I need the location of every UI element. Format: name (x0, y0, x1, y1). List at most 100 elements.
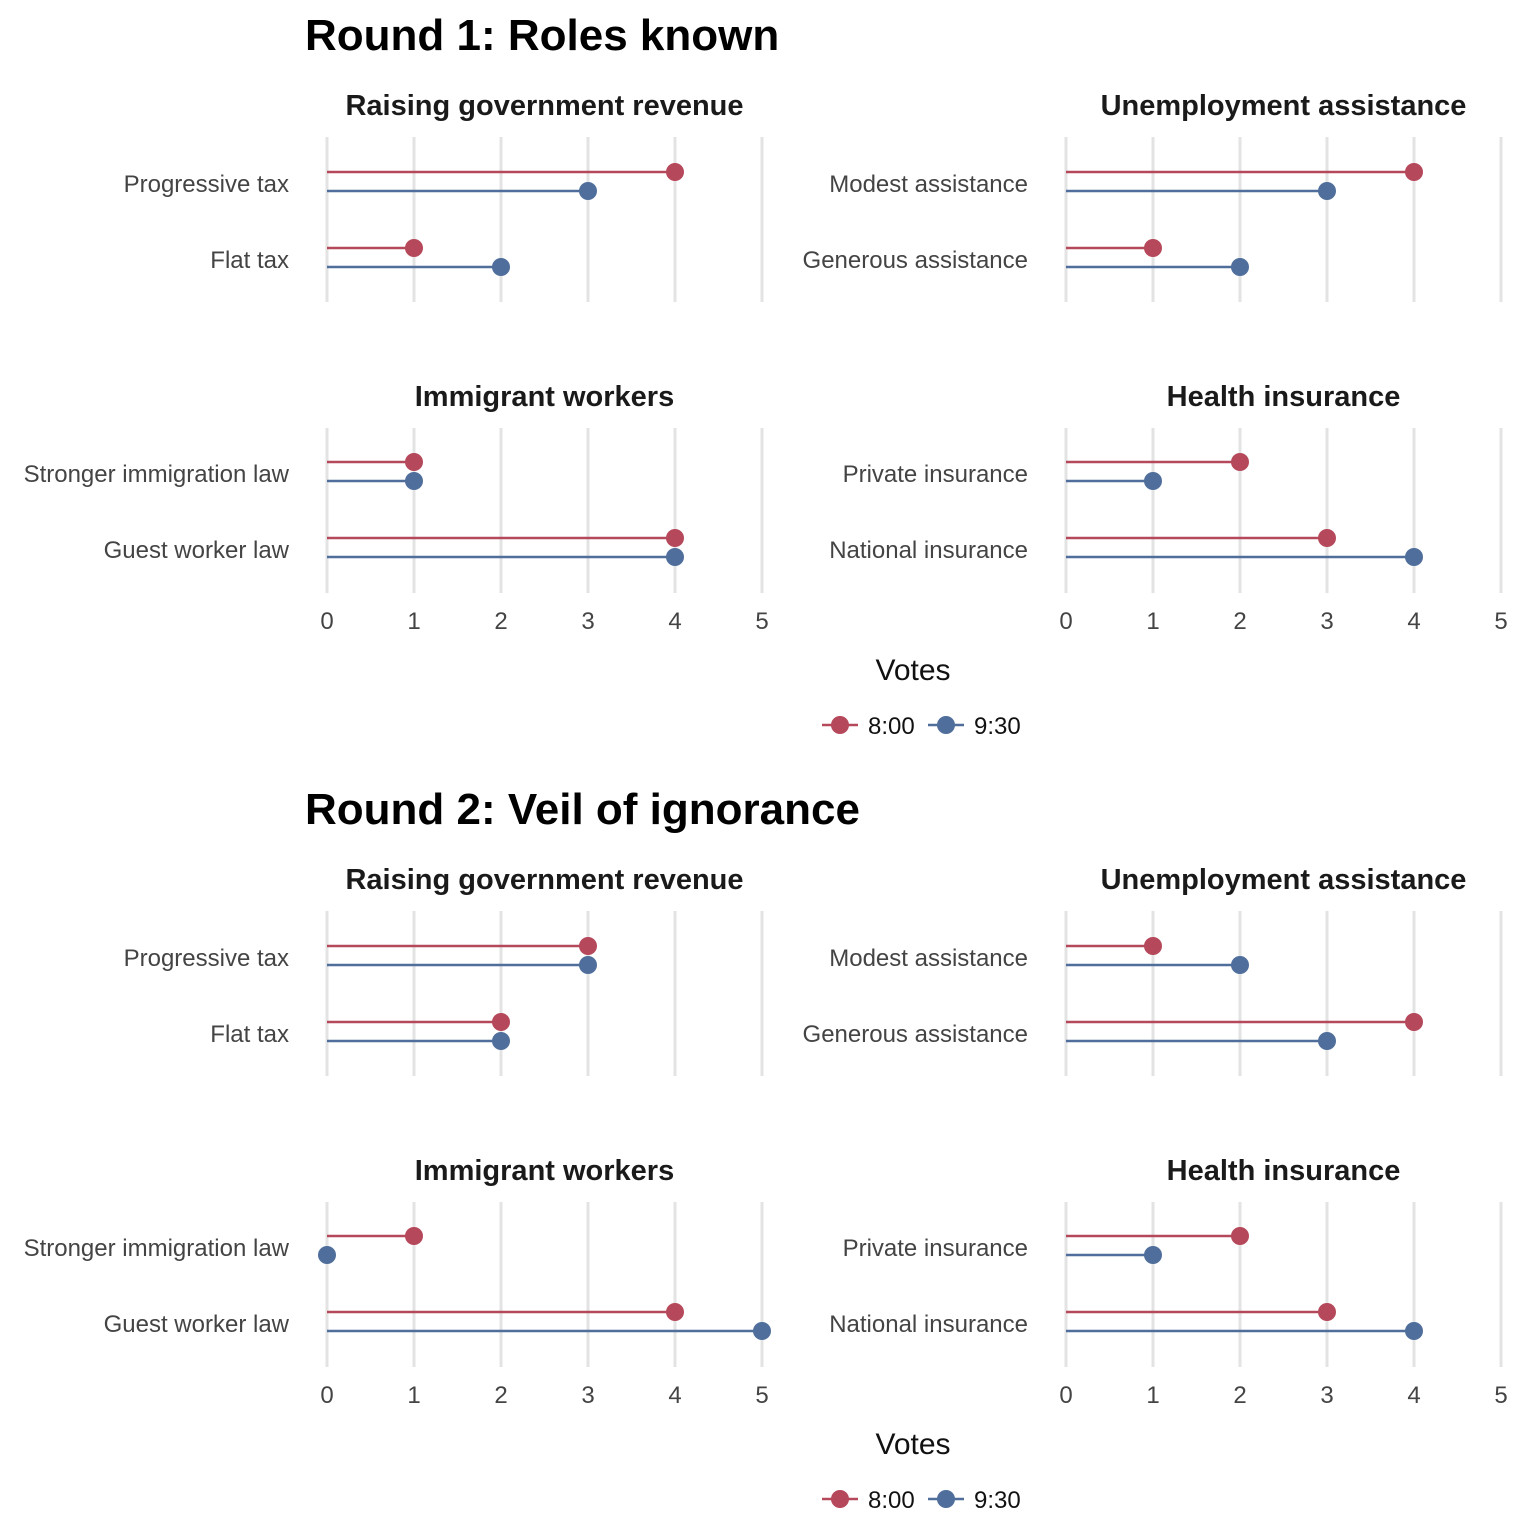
x-tick-label: 4 (668, 1382, 681, 1409)
facet-title: Raising government revenue (345, 864, 743, 896)
x-tick-label: 0 (1059, 608, 1072, 635)
x-tick-label: 0 (320, 1382, 333, 1409)
data-point (1318, 182, 1336, 200)
legend-label: 8:00 (868, 1487, 915, 1514)
legend-label: 9:30 (974, 1487, 1021, 1514)
legend-label: 9:30 (974, 713, 1021, 740)
data-point (492, 1013, 510, 1031)
category-label: Guest worker law (104, 1311, 290, 1338)
legend-label: 8:00 (868, 713, 915, 740)
x-tick-label: 1 (407, 608, 420, 635)
data-point (1405, 548, 1423, 566)
x-tick-label: 0 (320, 608, 333, 635)
facet-title: Health insurance (1167, 1155, 1401, 1187)
x-tick-label: 4 (1407, 608, 1420, 635)
category-label: Modest assistance (829, 171, 1028, 198)
data-point (666, 548, 684, 566)
facet-title: Immigrant workers (415, 1155, 674, 1187)
x-tick-label: 0 (1059, 1382, 1072, 1409)
data-point (492, 1032, 510, 1050)
data-point (1318, 1032, 1336, 1050)
round-title: Round 2: Veil of ignorance (305, 785, 860, 834)
facet-panel: Immigrant workers Stronger immigration la… (24, 1155, 771, 1409)
round-title: Round 1: Roles known (305, 11, 779, 60)
data-point (1144, 239, 1162, 257)
category-label: Private insurance (843, 1235, 1028, 1262)
data-point (1405, 163, 1423, 181)
x-tick-label: 4 (668, 608, 681, 635)
data-point (1144, 1246, 1162, 1264)
facet-panel: Health insurance Private insurance Nationa… (829, 1155, 1507, 1409)
x-tick-label: 3 (1320, 1382, 1333, 1409)
category-label: Generous assistance (803, 1021, 1028, 1048)
x-tick-label: 5 (755, 608, 768, 635)
x-tick-label: 5 (755, 1382, 768, 1409)
legend-key-point (937, 1490, 955, 1508)
data-point (1231, 453, 1249, 471)
x-tick-label: 4 (1407, 1382, 1420, 1409)
data-point (1318, 1303, 1336, 1321)
category-label: Progressive tax (124, 171, 289, 198)
facet-title: Unemployment assistance (1101, 864, 1467, 896)
x-axis-title: Votes (875, 654, 950, 687)
category-label: Flat tax (210, 247, 289, 274)
facet-panel: Unemployment assistance Modest assistance… (803, 864, 1503, 1076)
data-point (1405, 1322, 1423, 1340)
chart-round-2: Round 2: Veil of ignorance Raising govern… (24, 785, 1508, 1514)
facet-panel: Raising government revenue Progressive ta… (124, 90, 764, 302)
chart-round-1: Round 1: Roles known Raising government r… (24, 11, 1508, 740)
facet-panel: Unemployment assistance Modest assistance… (803, 90, 1503, 302)
data-point (1144, 937, 1162, 955)
data-point (405, 453, 423, 471)
category-label: National insurance (829, 1311, 1028, 1338)
data-point (405, 239, 423, 257)
data-point (405, 472, 423, 490)
data-point (1144, 472, 1162, 490)
data-point (666, 529, 684, 547)
facet-title: Immigrant workers (415, 381, 674, 413)
data-point (753, 1322, 771, 1340)
legend: 8:00 9:30 (822, 1487, 1021, 1514)
data-point (666, 1303, 684, 1321)
x-tick-label: 5 (1494, 608, 1507, 635)
data-point (492, 258, 510, 276)
x-tick-label: 1 (1146, 608, 1159, 635)
category-label: Generous assistance (803, 247, 1028, 274)
facet-title: Unemployment assistance (1101, 90, 1467, 122)
x-tick-label: 3 (581, 1382, 594, 1409)
facet-panel: Raising government revenue Progressive ta… (124, 864, 764, 1076)
legend-key-point (937, 716, 955, 734)
x-axis-title: Votes (875, 1428, 950, 1461)
x-tick-label: 3 (1320, 608, 1333, 635)
x-tick-label: 2 (494, 1382, 507, 1409)
x-tick-label: 2 (1233, 1382, 1246, 1409)
data-point (579, 956, 597, 974)
legend-key-point (831, 1490, 849, 1508)
data-point (318, 1246, 336, 1264)
x-tick-label: 2 (1233, 608, 1246, 635)
data-point (579, 937, 597, 955)
x-tick-label: 3 (581, 608, 594, 635)
facet-panel: Health insurance Private insurance Nationa… (829, 381, 1507, 635)
legend-key-point (831, 716, 849, 734)
data-point (1318, 529, 1336, 547)
category-label: Modest assistance (829, 945, 1028, 972)
data-point (666, 163, 684, 181)
x-tick-label: 1 (1146, 1382, 1159, 1409)
category-label: Progressive tax (124, 945, 289, 972)
data-point (579, 182, 597, 200)
facet-title: Raising government revenue (345, 90, 743, 122)
x-tick-label: 2 (494, 608, 507, 635)
category-label: Flat tax (210, 1021, 289, 1048)
facet-title: Health insurance (1167, 381, 1401, 413)
facet-panel: Immigrant workers Stronger immigration la… (24, 381, 769, 635)
category-label: Stronger immigration law (24, 461, 290, 488)
data-point (1231, 1227, 1249, 1245)
data-point (405, 1227, 423, 1245)
legend: 8:00 9:30 (822, 713, 1021, 740)
category-label: Private insurance (843, 461, 1028, 488)
data-point (1231, 258, 1249, 276)
category-label: Stronger immigration law (24, 1235, 290, 1262)
data-point (1231, 956, 1249, 974)
